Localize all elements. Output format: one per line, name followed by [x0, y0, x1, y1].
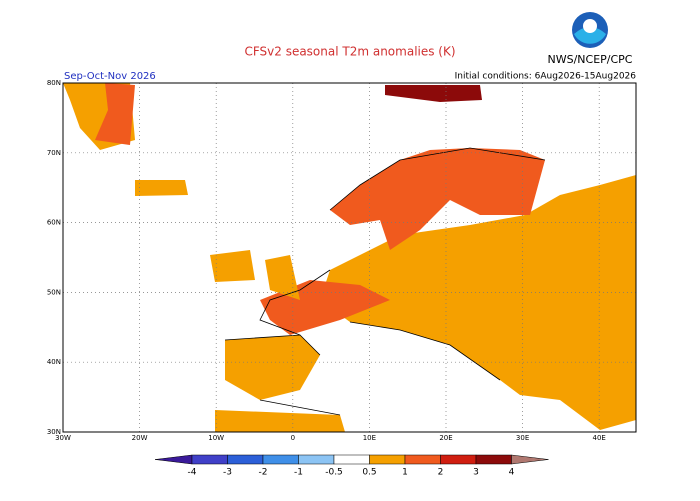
colorbar-tick-label: -2 [259, 468, 268, 478]
lon-label: 30E [516, 434, 529, 442]
anomaly-area [210, 250, 255, 282]
anomaly-area [95, 83, 135, 145]
colorbar-tick-label: 0.5 [362, 468, 376, 478]
colorbar-arrow [511, 454, 549, 465]
map [62, 82, 637, 433]
anomaly-area [385, 85, 482, 102]
map-frame [62, 82, 637, 433]
colorbar-tick-label: -3 [223, 468, 232, 478]
colorbar-tick-label: -0.5 [325, 468, 343, 478]
colorbar-segment [227, 454, 264, 465]
logo-bird [583, 19, 597, 33]
coastline [224, 147, 546, 416]
anomaly-area [330, 148, 545, 250]
colorbar-segment [404, 454, 441, 465]
colorbar-segment [191, 454, 228, 465]
logo-wave [574, 27, 606, 44]
anomaly-area [135, 180, 188, 196]
colorbar-tick-label: 4 [509, 468, 515, 478]
lon-label: 10W [208, 434, 224, 442]
colorbar-segment [369, 454, 406, 465]
colorbar-segment [333, 454, 370, 465]
colorbar-arrow [154, 454, 193, 465]
colorbar: -4 -3 -2 -1 -0.5 0.5 1 2 3 4 [154, 454, 549, 478]
colorbar-tick-label: 2 [438, 468, 444, 478]
lon-label: 40E [593, 434, 606, 442]
lon-label: 20E [439, 434, 452, 442]
lat-label: 60N [47, 219, 61, 227]
lat-label: 40N [47, 358, 61, 366]
colorbar-segment [440, 454, 477, 465]
lon-label: 30W [55, 434, 71, 442]
lat-label: 70N [47, 149, 61, 157]
colorbar-tick-label: 3 [473, 468, 479, 478]
lat-label: 80N [47, 79, 61, 87]
initial-conditions: Initial conditions: 6Aug2026-15Aug2026 [455, 72, 637, 82]
lat-label: 50N [47, 288, 61, 296]
colorbar-segment [475, 454, 512, 465]
anomaly-area [265, 255, 300, 300]
agency: NWS/NCEP/CPC [548, 53, 633, 66]
lon-label: 0 [291, 434, 295, 442]
anomaly-area [215, 410, 345, 432]
lat-label: 30N [47, 428, 61, 436]
colorbar-tick-label: 1 [402, 468, 408, 478]
colorbar-tick-label: -4 [188, 468, 197, 478]
lon-label: 20W [132, 434, 148, 442]
anomaly-area [225, 335, 320, 400]
season: Sep-Oct-Nov 2026 [64, 71, 156, 82]
colorbar-segment [262, 454, 299, 465]
lon-label: 10E [363, 434, 376, 442]
colorbar-segment [298, 454, 335, 465]
colorbar-tick-label: -1 [294, 468, 303, 478]
title: CFSv2 seasonal T2m anomalies (K) [244, 45, 455, 59]
